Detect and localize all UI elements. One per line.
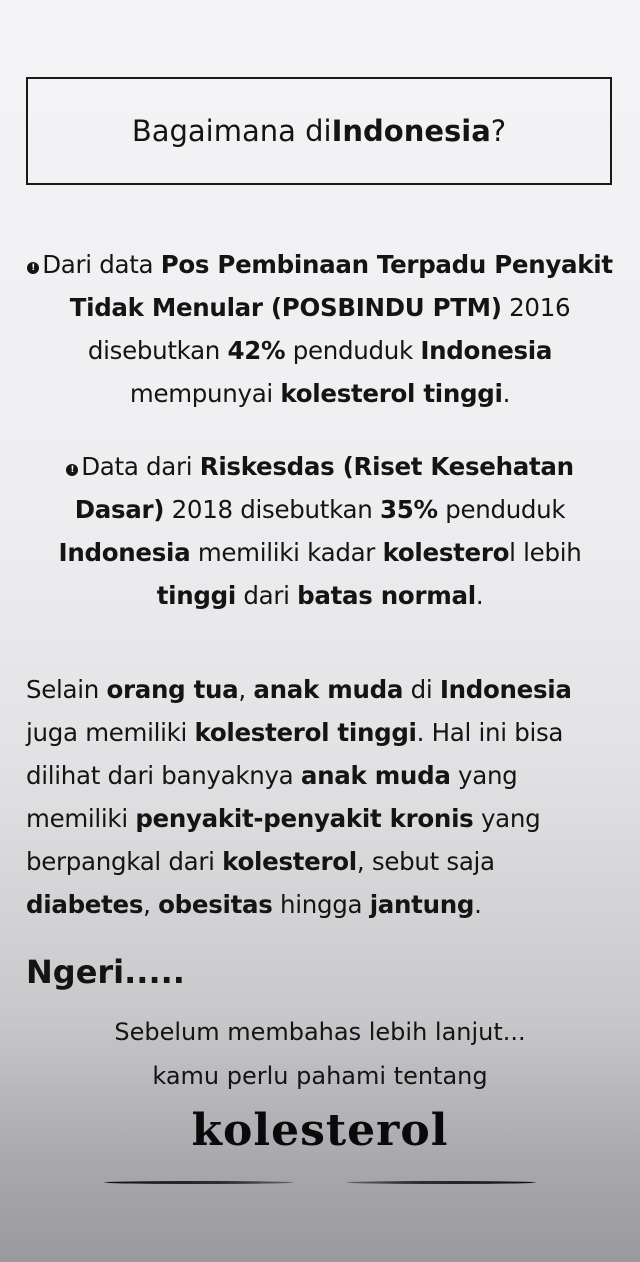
bold-text: kolestero — [382, 538, 510, 567]
bold-text: Indonesia — [420, 336, 553, 365]
bold-text: penyakit-penyakit kronis — [135, 804, 474, 833]
fact-bullet-1: ! Dari data Pos Pembinaan Terpadu Penyaki… — [20, 243, 620, 415]
bold-text: 42% — [227, 336, 286, 365]
text: mempunyai — [129, 379, 281, 408]
bold-text: anak muda — [253, 675, 404, 704]
bold-text: Indonesia — [331, 114, 491, 148]
text: hingga — [272, 890, 370, 919]
text: Selain — [26, 675, 107, 704]
bold-text: Indonesia — [58, 538, 191, 567]
text: Bagaimana di — [131, 114, 332, 148]
exclaim-heading: Ngeri..... — [26, 953, 185, 991]
keyword-heading: kolesterol — [191, 1105, 449, 1156]
bold-text: Riskesdas (Riset Kesehatan Dasar) — [74, 452, 574, 524]
text: . — [474, 890, 482, 919]
bold-text: Pos Pembinaan Terpadu Penyakit Tidak Men… — [69, 250, 613, 322]
bold-text: kolesterol tinggi — [280, 379, 503, 408]
text: dari — [235, 581, 298, 610]
bold-text: batas normal — [297, 581, 476, 610]
bold-text: anak muda — [300, 761, 451, 790]
bold-text: obesitas — [158, 890, 273, 919]
bold-text: tinggi — [156, 581, 237, 610]
bold-text: orang tua — [106, 675, 239, 704]
text: Data dari — [81, 452, 200, 481]
bold-text: diabetes — [26, 890, 144, 919]
text: . Hal ini bisa dilihat dari banyaknya — [26, 718, 564, 790]
text: Dari data — [42, 250, 161, 279]
bold-text: jantung — [369, 890, 475, 919]
text: . — [502, 379, 511, 408]
text: . — [475, 581, 484, 610]
subtitle-line-1: Sebelum membahas lebih lanjut... — [114, 1018, 526, 1046]
text: l lebih — [509, 538, 582, 567]
exclamation-circle-icon: ! — [66, 464, 79, 476]
text: , — [143, 890, 159, 919]
text: penduduk — [437, 495, 566, 524]
divider-right — [346, 1181, 536, 1184]
body-paragraph: Selain orang tua, anak muda di Indonesia… — [26, 668, 626, 926]
bold-text: Indonesia — [439, 675, 572, 704]
fact-bullet-2: ! Data dari Riskesdas (Riset Kesehatan Da… — [20, 445, 620, 617]
text: 2018 disebutkan — [164, 495, 380, 524]
text: yang berpangkal dari — [26, 804, 541, 876]
text: , — [238, 675, 254, 704]
text: 2016 disebutkan — [87, 293, 571, 365]
text: yang memiliki — [26, 761, 518, 833]
text: juga memiliki — [26, 718, 195, 747]
text: penduduk — [285, 336, 421, 365]
exclamation-circle-icon: ! — [27, 262, 40, 274]
bold-text: kolesterol — [222, 847, 357, 876]
subtitle-line-2: kamu perlu pahami tentang — [152, 1062, 488, 1090]
fact-text-1: Dari data Pos Pembinaan Terpadu Penyakit… — [42, 250, 613, 408]
text: memiliki kadar — [190, 538, 383, 567]
divider-left — [104, 1181, 294, 1184]
bold-text: kolesterol tinggi — [194, 718, 417, 747]
text: , sebut saja — [356, 847, 495, 876]
title-box: Bagaimana di Indonesia? — [26, 77, 612, 185]
fact-text-2: Data dari Riskesdas (Riset Kesehatan Das… — [59, 452, 582, 610]
bold-text: 35% — [379, 495, 438, 524]
text: ? — [490, 114, 507, 148]
text: di — [403, 675, 440, 704]
